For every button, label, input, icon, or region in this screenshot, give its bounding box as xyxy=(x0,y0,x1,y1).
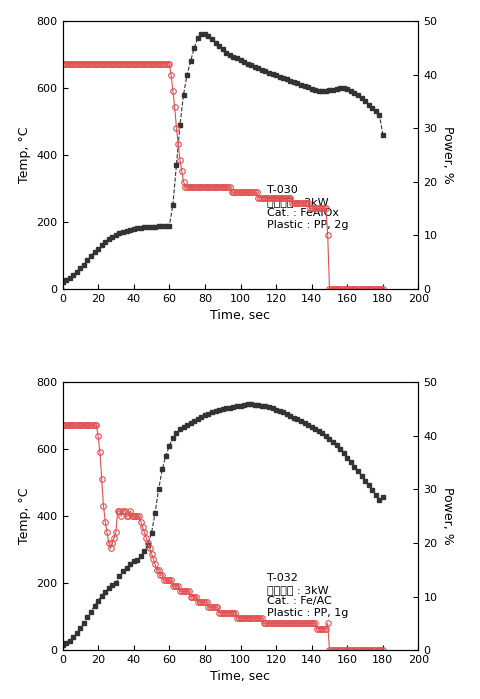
Y-axis label: Temp, °C: Temp, °C xyxy=(18,127,31,183)
Y-axis label: Power, %: Power, % xyxy=(440,126,453,184)
X-axis label: Time, sec: Time, sec xyxy=(210,670,270,684)
Text: T-030
정격출력 : 3kW
Cat. : FeAlOx
Plastic : PP, 2g: T-030 정격출력 : 3kW Cat. : FeAlOx Plastic :… xyxy=(267,185,348,230)
X-axis label: Time, sec: Time, sec xyxy=(210,309,270,322)
Y-axis label: Power, %: Power, % xyxy=(440,487,453,545)
Text: T-032
정격출력 : 3kW
Cat. : Fe/AC
Plastic : PP, 1g: T-032 정격출력 : 3kW Cat. : Fe/AC Plastic : … xyxy=(267,573,348,618)
Y-axis label: Temp, °C: Temp, °C xyxy=(18,488,31,545)
